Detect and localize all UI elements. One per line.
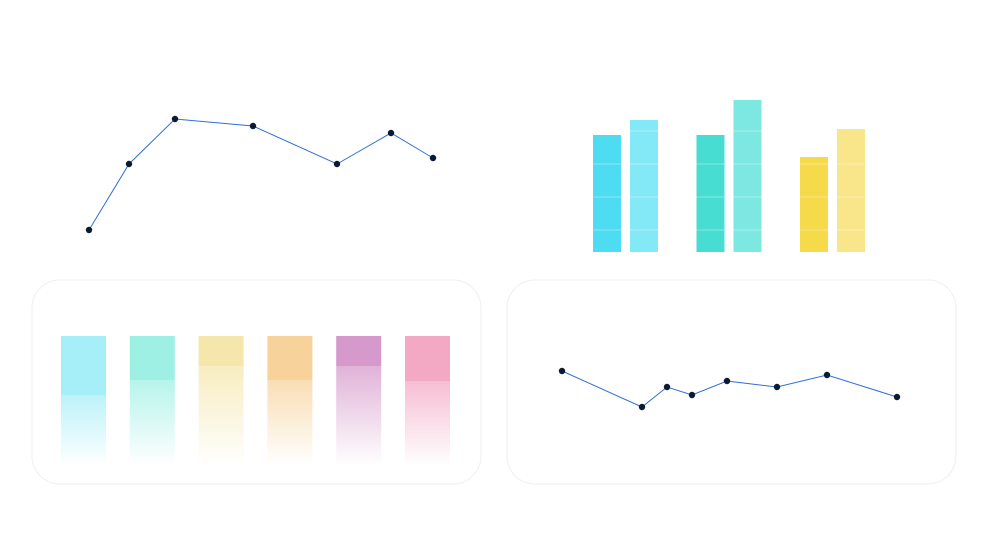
point: [723, 377, 731, 385]
bar-fade: [129, 380, 175, 466]
point: [85, 226, 93, 234]
point: [823, 371, 831, 379]
point: [558, 367, 566, 375]
bar: [267, 336, 313, 380]
bar: [593, 135, 621, 252]
line: [561, 370, 898, 408]
bar-fade: [405, 381, 450, 466]
bar: [129, 336, 175, 380]
point: [773, 383, 781, 391]
point: [249, 122, 257, 130]
point: [638, 403, 646, 411]
line: [88, 118, 434, 231]
point: [893, 393, 901, 401]
bar: [198, 336, 244, 366]
bar-fade: [61, 395, 106, 466]
bar: [630, 120, 658, 252]
point: [387, 129, 395, 137]
point: [333, 160, 341, 168]
point: [125, 160, 133, 168]
bar: [800, 157, 828, 252]
bar: [733, 100, 762, 252]
bar: [336, 336, 382, 366]
bar: [837, 129, 865, 252]
point: [171, 115, 179, 123]
bar-fade: [267, 380, 313, 466]
bar-fade: [336, 366, 382, 466]
point: [688, 391, 696, 399]
point: [663, 383, 671, 391]
bar: [61, 336, 106, 395]
bar-fade: [198, 366, 244, 466]
bar: [696, 135, 725, 252]
bar: [405, 336, 450, 381]
point: [429, 154, 437, 162]
